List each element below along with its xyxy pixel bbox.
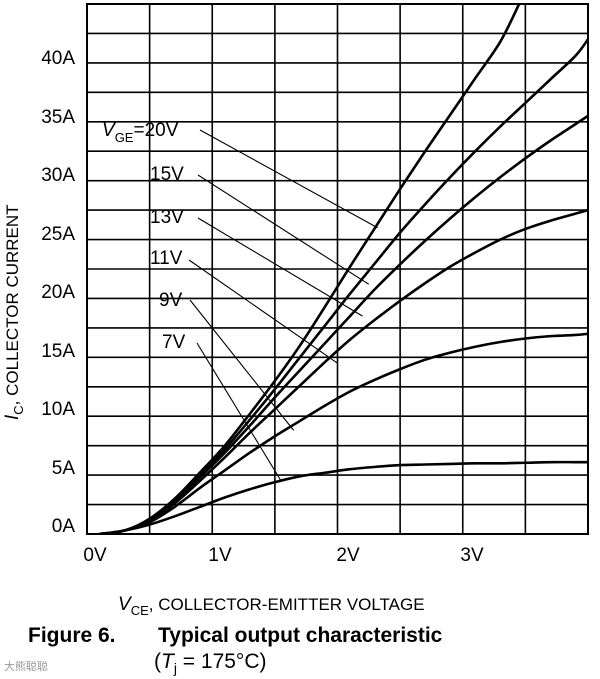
y-tick-label: 15A	[41, 341, 75, 362]
x-tick-label: 3V	[460, 545, 484, 566]
y-axis-title: IC, COLLECTOR CURRENT	[2, 204, 26, 420]
y-tick-labels: 0A 5A 10A 15A 20A 25A 30A 35A 40A	[41, 48, 75, 537]
y-tick-label: 35A	[41, 107, 75, 128]
label-leader-lines	[188, 129, 378, 482]
leader-line-9v	[189, 299, 295, 431]
y-tick-label: 30A	[41, 165, 75, 186]
x-tick-labels: 0V 1V 2V 3V	[83, 545, 484, 566]
figure-title: Typical output characteristic	[158, 624, 443, 647]
series-label-20v: VGE=20V	[102, 120, 179, 145]
watermark-text: 大熊聪聪	[4, 660, 48, 673]
leader-line-11v	[188, 259, 338, 364]
series-label-9v: 9V	[159, 290, 183, 311]
x-tick-label: 1V	[208, 545, 232, 566]
leader-line-15v	[197, 174, 370, 285]
y-tick-label: 0A	[52, 516, 76, 537]
y-tick-label: 25A	[41, 224, 75, 245]
figure-caption: Figure 6. Typical output characteristic (…	[28, 624, 588, 676]
figure-number: Figure 6.	[28, 624, 116, 647]
x-tick-label: 2V	[336, 545, 360, 566]
x-tick-label: 0V	[83, 545, 107, 566]
y-tick-label: 20A	[41, 282, 75, 303]
y-tick-label: 10A	[41, 399, 75, 420]
leader-line-7v	[196, 342, 282, 482]
y-tick-label: 5A	[52, 458, 76, 479]
x-axis-title: VCE, COLLECTOR-EMITTER VOLTAGE	[118, 594, 425, 618]
curves	[99, 4, 588, 534]
plot-frame	[86, 3, 589, 535]
series-label-13v: 13V	[150, 207, 184, 228]
curve-vge-9v	[99, 332, 588, 534]
curve-vge-7v	[99, 460, 588, 534]
caption-title-line: Figure 6. Typical output characteristic	[28, 624, 588, 648]
curve-vge-13v	[99, 114, 588, 534]
caption-condition: (Tj = 175°C)	[154, 650, 267, 677]
series-label-15v: 15V	[150, 164, 184, 185]
grid	[86, 3, 589, 535]
series-label-7v: 7V	[162, 332, 186, 353]
series-label-11v: 11V	[150, 248, 183, 269]
leader-line-20v	[199, 129, 378, 229]
curve-vge-11v	[99, 208, 588, 534]
y-tick-label: 40A	[41, 48, 75, 69]
leader-line-13v	[197, 217, 363, 317]
curve-vge-15v	[99, 38, 588, 534]
